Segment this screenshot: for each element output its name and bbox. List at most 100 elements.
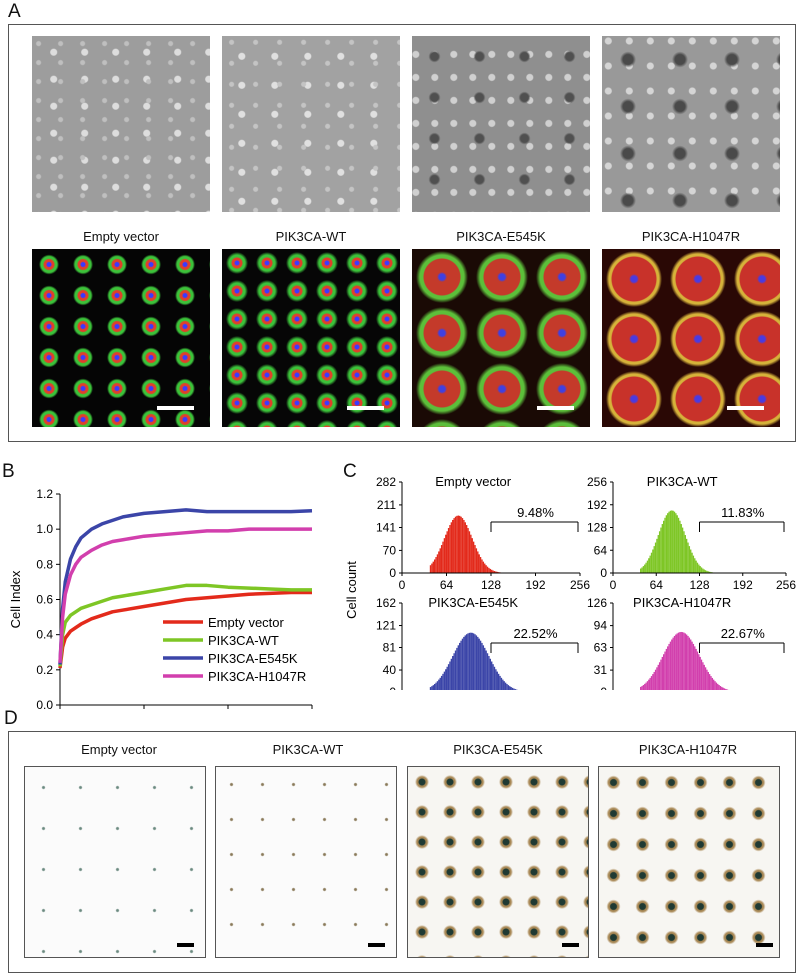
histogram-bar (676, 515, 678, 573)
histogram-bar (493, 666, 496, 690)
histogram-bar (663, 654, 665, 690)
histogram-bar (432, 685, 434, 690)
histogram-bar (489, 568, 491, 573)
histogram-bar (459, 515, 461, 573)
y-tick-label: 0.6 (36, 593, 53, 607)
histogram-bar (453, 518, 455, 573)
histogram-bar (471, 538, 473, 573)
histogram-bar (703, 664, 705, 690)
histogram-bar (671, 639, 673, 690)
histogram-bar (641, 567, 643, 573)
histogram-bar (449, 525, 451, 573)
histogram-bar (671, 510, 673, 573)
histogram-bar (443, 538, 446, 573)
histogram-bar (502, 679, 504, 690)
histogram-bar (669, 641, 672, 690)
histogram-bar (669, 510, 672, 573)
y-tick-label: 0.0 (36, 698, 53, 710)
histogram-bar (438, 551, 440, 573)
histogram-bar (650, 552, 653, 573)
histogram-bar (656, 538, 658, 573)
histogram-bar (684, 633, 686, 690)
histogram-bar (649, 555, 651, 573)
histogram-bar (687, 542, 689, 573)
y-tick-label: 0 (389, 566, 396, 580)
histogram-bar (646, 560, 649, 573)
histogram-bar (690, 549, 692, 573)
caption-d-pik3ca-e545k: PIK3CA-E545K (453, 742, 543, 757)
histogram-bar (687, 635, 689, 690)
histogram-bar (642, 566, 645, 573)
histogram-bar (496, 671, 498, 690)
histogram-bar (695, 560, 697, 573)
x-tick-label: 0 (399, 578, 406, 592)
histogram-bar (688, 546, 691, 573)
histogram-bar (450, 522, 453, 573)
histogram-bar (702, 662, 704, 690)
scale-bar (756, 943, 773, 947)
histogram-bar (429, 565, 432, 573)
histogram-bar (718, 685, 720, 690)
histogram-bar (683, 531, 685, 573)
histogram-bar (479, 640, 482, 690)
histogram-bar (481, 642, 483, 690)
histogram-bar (658, 662, 661, 690)
histogram-bar (664, 651, 666, 690)
histogram-bar (452, 656, 454, 690)
histogram-bar (482, 645, 485, 690)
histogram-bar (677, 632, 680, 690)
caption-pik3ca-e545k: PIK3CA-E545K (456, 229, 546, 244)
y-tick-label: 141 (376, 521, 396, 535)
histogram-bar (722, 687, 724, 690)
series-line (58, 527, 312, 663)
legend-label: PIK3CA-WT (208, 633, 279, 648)
histogram-bar (668, 643, 670, 690)
histogram-bar (506, 683, 508, 690)
histogram-bar (646, 681, 649, 690)
gate-percent-label: 22.67% (721, 626, 766, 641)
histogram-bar (696, 651, 699, 690)
y-tick-label: 192 (587, 498, 607, 512)
histogram-bar (477, 551, 479, 573)
histogram-bar (692, 643, 695, 690)
histogram-bar (717, 683, 719, 690)
histogram-bar (478, 554, 480, 573)
histogram-bar (500, 677, 503, 690)
histogram-bar (436, 554, 439, 573)
histogram-bar (484, 563, 486, 573)
histogram-bar (668, 511, 670, 573)
histogram-bar (446, 531, 448, 573)
histogram-bar (708, 571, 711, 573)
histogram-bar (726, 689, 728, 690)
histogram-bar (698, 564, 700, 573)
histogram-bar (436, 681, 439, 690)
histogram-bar (677, 517, 680, 573)
histogram-bar (503, 681, 505, 690)
histogram-bar (653, 546, 655, 573)
histogram-bar (661, 524, 664, 573)
histogram-bar (640, 568, 642, 573)
x-tick-label: 0 (610, 578, 617, 592)
histogram-bar (656, 667, 658, 690)
histogram-bar (440, 545, 443, 573)
histogram-bar (486, 653, 489, 690)
histogram-bar (429, 687, 432, 690)
histogram-bar (484, 647, 486, 690)
histogram-bar (672, 637, 674, 690)
histogram-bar (463, 519, 465, 573)
panel-d-label: D (4, 708, 18, 729)
histogram-bar (675, 634, 677, 690)
scale-bar (537, 406, 574, 410)
histogram-bar (464, 522, 466, 573)
histogram-bar (464, 635, 466, 690)
histogram-bar (695, 648, 697, 690)
y-tick-label: 94 (594, 619, 608, 633)
histogram-bar (680, 631, 682, 690)
histogram-bar (667, 646, 669, 690)
histogram-bar (653, 671, 655, 690)
histogram-bar (640, 686, 642, 690)
histogram-bar (488, 656, 490, 690)
scale-bar (177, 943, 194, 947)
histogram-bar (681, 527, 684, 573)
y-tick-label: 81 (383, 641, 397, 655)
